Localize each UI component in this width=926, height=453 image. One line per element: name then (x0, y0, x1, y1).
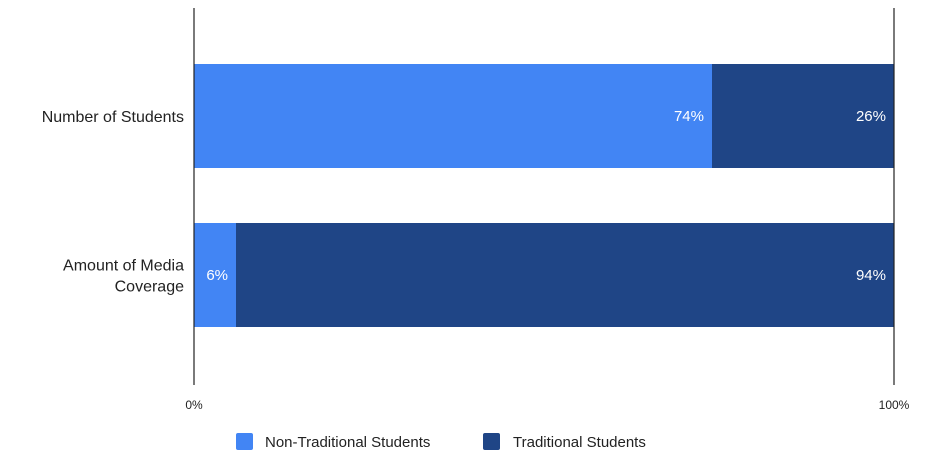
x-tick-label: 0% (185, 398, 203, 412)
bar-traditional-1 (236, 223, 894, 327)
legend-label: Traditional Students (513, 434, 646, 451)
category-label: Coverage (115, 279, 184, 296)
bar-non-traditional-1 (194, 223, 236, 327)
category-labels: Number of Students Amount of Media Coverag… (42, 109, 184, 296)
x-tick-label: 100% (879, 398, 910, 412)
legend-label: Non-Traditional Students (265, 434, 430, 451)
data-label: 26% (856, 108, 886, 125)
axis-layer: 0% 100% (185, 8, 910, 412)
data-labels: 74% 26% 6% 94% (206, 108, 886, 284)
bar-layer (194, 64, 894, 327)
bar-traditional-0 (712, 64, 894, 168)
data-label: 6% (206, 267, 228, 284)
data-label: 94% (856, 267, 886, 284)
category-label: Number of Students (42, 109, 184, 126)
data-label: 74% (674, 108, 704, 125)
legend: Non-Traditional Students Traditional Stud… (236, 433, 646, 451)
legend-swatch (236, 433, 253, 450)
category-label: Amount of Media (63, 258, 184, 275)
bar-non-traditional-0 (194, 64, 712, 168)
legend-swatch (483, 433, 500, 450)
